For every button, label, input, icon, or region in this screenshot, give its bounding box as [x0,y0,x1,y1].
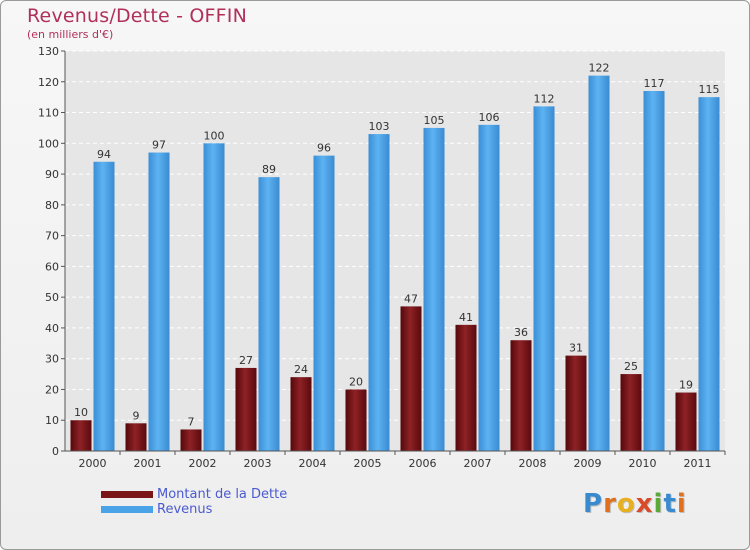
brand-logo-letter: P [583,489,604,519]
legend-swatch-revenus [101,506,153,513]
data-label: 47 [404,292,418,305]
data-label: 10 [74,406,88,419]
bar-revenus [588,75,610,451]
y-tick-label: 50 [45,291,59,304]
data-label: 7 [188,415,195,428]
y-tick-label: 0 [52,445,59,458]
x-tick-label: 2004 [299,457,327,470]
data-label: 25 [624,360,638,373]
brand-logo-letter: r [603,489,617,519]
x-tick-label: 2009 [574,457,602,470]
bar-revenus [258,177,280,451]
data-label: 41 [459,311,473,324]
x-tick-label: 2002 [189,457,217,470]
x-tick-label: 2001 [134,457,162,470]
x-tick-label: 2003 [244,457,272,470]
legend-swatch-dette [101,491,153,498]
bar-dette [455,324,477,451]
bar-revenus [93,161,115,451]
brand-logo-letter: t [663,489,677,519]
x-tick-label: 2008 [519,457,547,470]
data-label: 27 [239,354,253,367]
y-tick-label: 60 [45,260,59,273]
bar-dette [235,367,257,451]
y-tick-label: 20 [45,383,59,396]
y-tick-label: 90 [45,168,59,181]
data-label: 20 [349,375,363,388]
data-label: 106 [479,111,500,124]
x-tick-label: 2006 [409,457,437,470]
data-label: 31 [569,342,583,355]
data-label: 19 [679,379,693,392]
chart-title: Revenus/Dette - OFFIN [27,5,248,27]
bar-dette [70,420,92,451]
bar-dette [565,355,587,451]
bar-dette [180,429,202,451]
bar-revenus [643,91,665,451]
bars [70,75,720,452]
y-tick-label: 30 [45,353,59,366]
bar-dette [290,377,312,451]
data-label: 122 [589,62,610,75]
bar-revenus [148,152,170,452]
bar-revenus [203,143,225,452]
data-label: 105 [424,114,445,127]
bar-revenus [423,127,445,451]
data-label: 97 [152,139,166,152]
legend-label-revenus: Revenus [157,502,213,517]
y-tick-label: 40 [45,322,59,335]
bar-revenus [698,97,720,452]
brand-logo-letter: o [616,489,636,519]
data-label: 9 [133,409,140,422]
bar-dette [400,306,422,451]
data-label: 103 [369,120,390,133]
y-tick-label: 70 [45,230,59,243]
y-tick-label: 110 [38,107,59,120]
bar-dette [620,374,642,451]
x-tick-label: 2007 [464,457,492,470]
bar-revenus [368,134,390,452]
legend-label-dette: Montant de la Dette [157,487,288,502]
x-tick-label: 2010 [629,457,657,470]
data-label: 24 [294,363,308,376]
brand-logo-letter: i [653,489,664,519]
x-tick-label: 2005 [354,457,382,470]
y-tick-label: 80 [45,199,59,212]
labels: 0 10 20 30 40 50 60 70 80 90 100 110 120 130 2000 10 94 2… [38,45,720,470]
brand-logo-letter: x [635,489,654,519]
data-label: 112 [534,92,555,105]
data-label: 36 [514,326,528,339]
grid-lines [61,50,726,455]
chart-subtitle: (en milliers d'€) [27,28,114,41]
data-label: 96 [317,142,331,155]
bar-dette [510,340,532,451]
data-label: 89 [262,163,276,176]
brand-logo: Proxiti [583,489,687,519]
data-label: 115 [699,83,720,96]
data-label: 100 [204,129,225,142]
bar-revenus [313,155,335,451]
bar-dette [345,389,367,451]
bar-revenus [478,124,500,451]
y-tick-label: 100 [38,137,59,150]
y-tick-label: 120 [38,76,59,89]
y-tick-label: 130 [38,45,59,58]
x-tick-label: 2000 [79,457,107,470]
data-label: 94 [97,148,111,161]
brand-logo-letter: i [676,489,687,519]
bar-revenus [533,106,555,451]
data-label: 117 [644,77,665,90]
y-tick-label: 10 [45,414,59,427]
plot-area [65,51,725,451]
bar-dette [125,423,147,451]
x-tick-label: 2011 [684,457,712,470]
bar-dette [675,392,697,451]
